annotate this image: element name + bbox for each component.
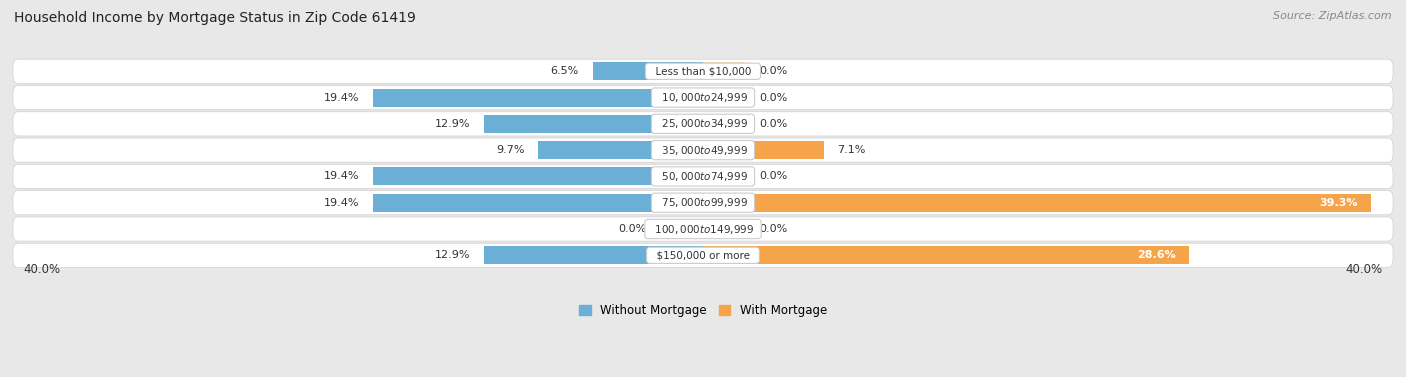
FancyBboxPatch shape — [13, 243, 1393, 267]
Text: $35,000 to $49,999: $35,000 to $49,999 — [655, 144, 751, 157]
Text: $100,000 to $149,999: $100,000 to $149,999 — [648, 222, 758, 236]
Bar — [373, 194, 703, 211]
Text: 12.9%: 12.9% — [434, 119, 470, 129]
Text: 28.6%: 28.6% — [1136, 250, 1175, 260]
Bar — [703, 89, 745, 107]
Bar — [703, 220, 745, 238]
FancyBboxPatch shape — [13, 217, 1393, 241]
Bar — [703, 167, 745, 185]
Text: 40.0%: 40.0% — [22, 263, 60, 276]
Text: 7.1%: 7.1% — [837, 145, 866, 155]
Bar — [373, 167, 703, 185]
Text: $50,000 to $74,999: $50,000 to $74,999 — [655, 170, 751, 183]
FancyBboxPatch shape — [13, 59, 1393, 83]
Bar — [661, 220, 703, 238]
Bar — [703, 141, 824, 159]
Text: 40.0%: 40.0% — [1346, 263, 1384, 276]
Text: 19.4%: 19.4% — [325, 93, 360, 103]
Bar — [592, 62, 703, 80]
Text: 0.0%: 0.0% — [759, 66, 787, 76]
Bar — [703, 115, 745, 133]
Text: 0.0%: 0.0% — [619, 224, 647, 234]
Text: $150,000 or more: $150,000 or more — [650, 250, 756, 260]
Bar — [484, 246, 703, 264]
Bar — [484, 115, 703, 133]
Legend: Without Mortgage, With Mortgage: Without Mortgage, With Mortgage — [574, 300, 832, 322]
FancyBboxPatch shape — [13, 138, 1393, 162]
Bar — [703, 62, 745, 80]
Text: 12.9%: 12.9% — [434, 250, 470, 260]
Text: Source: ZipAtlas.com: Source: ZipAtlas.com — [1274, 11, 1392, 21]
Text: 0.0%: 0.0% — [759, 93, 787, 103]
Text: Less than $10,000: Less than $10,000 — [648, 66, 758, 76]
Bar — [703, 194, 1371, 211]
Bar — [538, 141, 703, 159]
Text: 19.4%: 19.4% — [325, 172, 360, 181]
Text: 6.5%: 6.5% — [551, 66, 579, 76]
Bar — [703, 246, 1189, 264]
Text: $25,000 to $34,999: $25,000 to $34,999 — [655, 117, 751, 130]
Text: Household Income by Mortgage Status in Zip Code 61419: Household Income by Mortgage Status in Z… — [14, 11, 416, 25]
FancyBboxPatch shape — [13, 86, 1393, 110]
Text: $75,000 to $99,999: $75,000 to $99,999 — [655, 196, 751, 209]
Text: $10,000 to $24,999: $10,000 to $24,999 — [655, 91, 751, 104]
Text: 39.3%: 39.3% — [1319, 198, 1357, 208]
Text: 9.7%: 9.7% — [496, 145, 524, 155]
Bar — [373, 89, 703, 107]
Text: 0.0%: 0.0% — [759, 119, 787, 129]
FancyBboxPatch shape — [13, 164, 1393, 188]
FancyBboxPatch shape — [13, 112, 1393, 136]
FancyBboxPatch shape — [13, 191, 1393, 215]
Text: 0.0%: 0.0% — [759, 172, 787, 181]
Text: 0.0%: 0.0% — [759, 224, 787, 234]
Text: 19.4%: 19.4% — [325, 198, 360, 208]
